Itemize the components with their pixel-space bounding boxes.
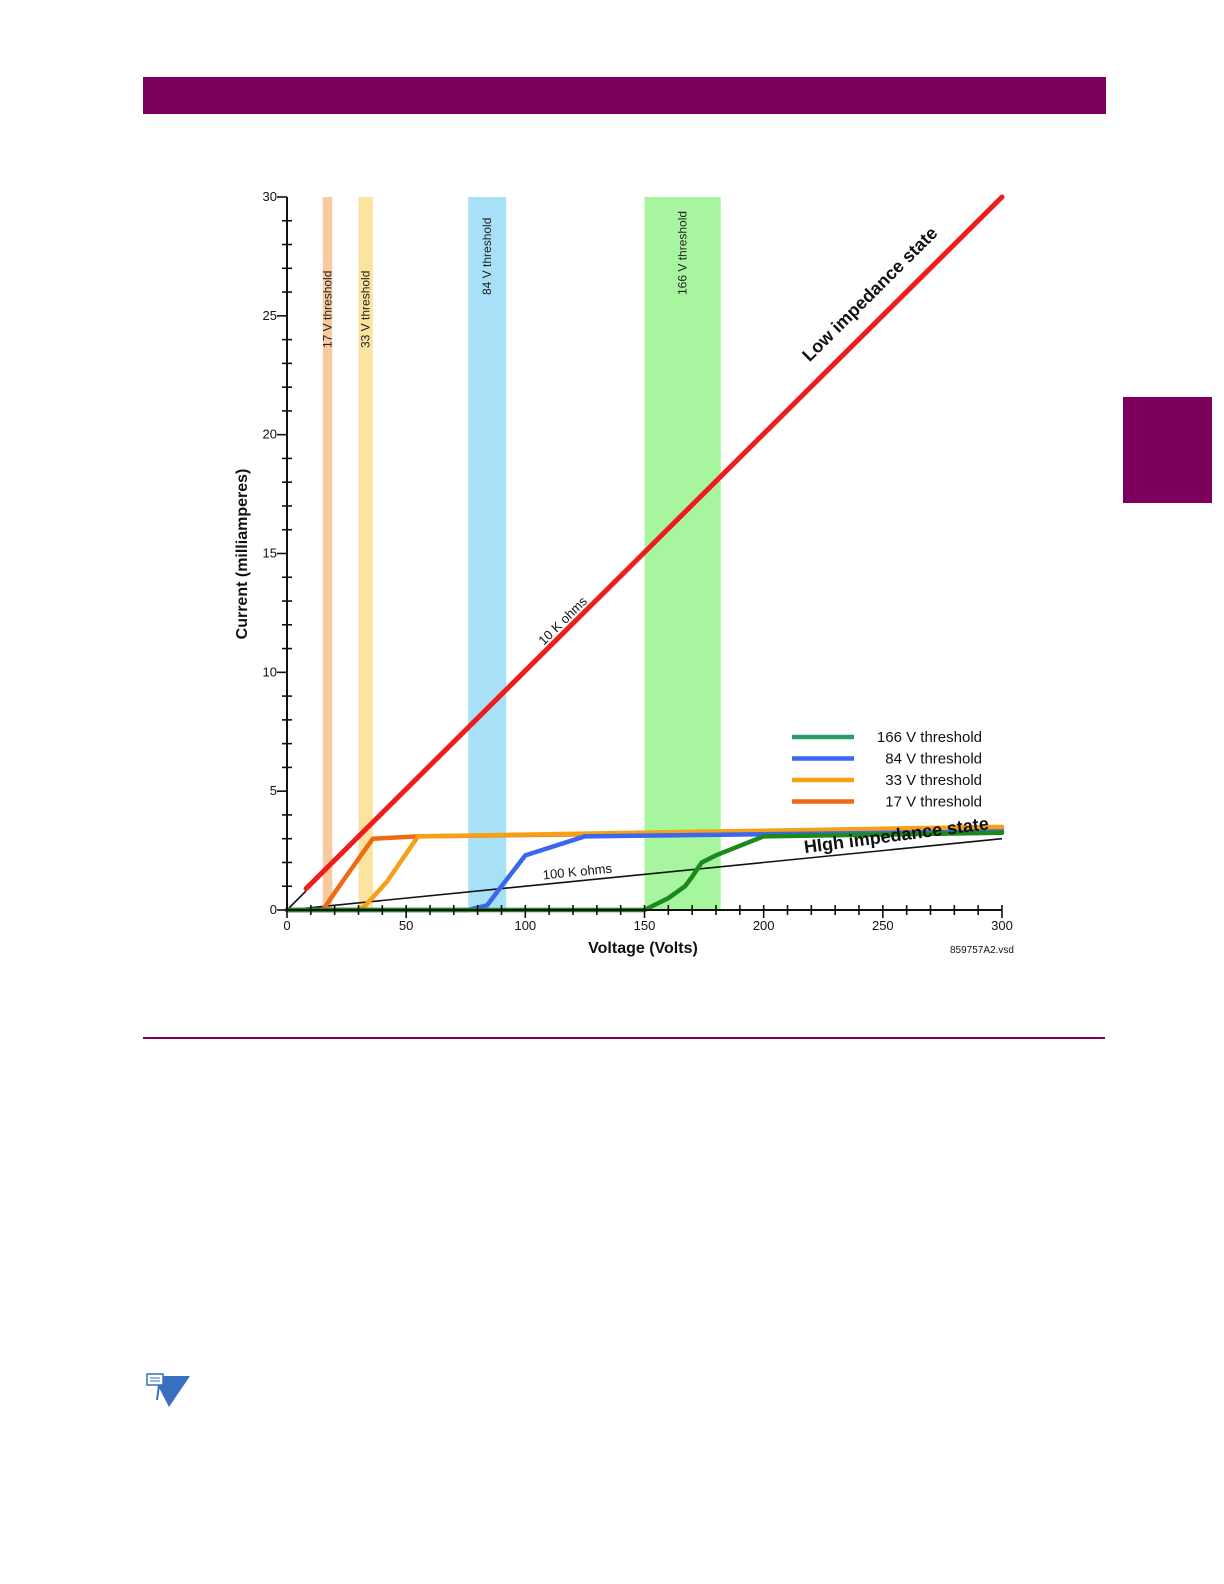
y-tick-label: 0 — [270, 902, 277, 917]
series-line-166-v-threshold — [284, 830, 1005, 913]
band-17-v-threshold — [322, 197, 333, 910]
band-166-v-threshold — [644, 197, 721, 910]
legend-label-33-v-threshold: 33 V threshold — [885, 772, 982, 789]
x-tick-label: 200 — [753, 918, 775, 933]
legend-label-17-v-threshold: 17 V threshold — [885, 794, 982, 811]
high-impedance-label: HIgh impedance state — [803, 813, 990, 857]
ref-label-100-k-ohms: 100 K ohms — [542, 861, 613, 883]
footer-rule — [143, 1037, 1105, 1039]
chapter-side-tab — [1123, 397, 1212, 503]
y-tick-label: 10 — [263, 664, 277, 679]
y-axis-label: Current (milliamperes) — [234, 469, 251, 640]
band-label-84-v-threshold: 84 V threshold — [480, 218, 494, 295]
x-tick-label: 50 — [399, 918, 413, 933]
x-tick-label: 300 — [991, 918, 1013, 933]
x-tick-label: 0 — [283, 918, 290, 933]
legend-label-166-v-threshold: 166 V threshold — [877, 729, 982, 746]
figure-id: 859757A2.vsd — [950, 945, 1014, 956]
band-label-17-v-threshold: 17 V threshold — [321, 271, 335, 348]
y-tick-label: 15 — [263, 546, 277, 561]
y-tick-label: 30 — [263, 189, 277, 204]
band-label-33-v-threshold: 33 V threshold — [359, 271, 373, 348]
y-tick-label: 25 — [263, 308, 277, 323]
x-tick-label: 250 — [872, 918, 894, 933]
legend-label-84-v-threshold: 84 V threshold — [885, 751, 982, 768]
band-33-v-threshold — [358, 197, 373, 910]
threshold-bands: 17 V threshold 33 V threshold 84 V thresho… — [321, 197, 721, 910]
y-tick-label: 5 — [270, 783, 277, 798]
ref-line-10-k-ohms — [286, 890, 307, 911]
header-bar — [143, 77, 1106, 114]
band-label-166-v-threshold: 166 V threshold — [676, 211, 690, 295]
ref-label-10-k-ohms: 10 K ohms — [535, 593, 590, 648]
low-impedance-line — [303, 194, 1005, 892]
ref-line-100-k-ohms — [286, 837, 1003, 911]
band-84-v-threshold — [468, 197, 507, 910]
legend: 166 V threshold 84 V threshold 33 V thresh… — [792, 729, 982, 811]
voltage-current-chart: 17 V threshold 33 V threshold 84 V thresho… — [234, 189, 1014, 957]
x-axis-label: Voltage (Volts) — [588, 940, 698, 957]
x-tick-label: 150 — [634, 918, 656, 933]
note-pen-triangle-icon — [146, 1373, 190, 1407]
x-tick-label: 100 — [514, 918, 536, 933]
y-tick-label: 20 — [263, 427, 277, 442]
low-impedance-label: Low impedance state — [798, 223, 941, 366]
